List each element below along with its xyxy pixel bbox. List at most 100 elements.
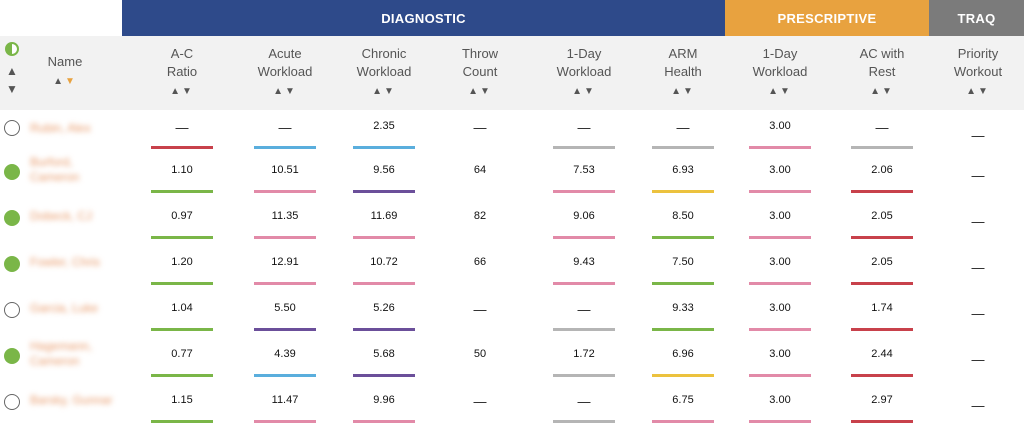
athlete-name[interactable]: Barsky, Gunnar (30, 393, 113, 407)
column-header-label: Ratio (166, 64, 198, 79)
column-header-arm[interactable]: ARM Health ▲▼ (633, 36, 733, 110)
cell-arm: 9.33 (672, 302, 694, 314)
active-status-icon[interactable] (4, 256, 20, 272)
sort-arrows-icon[interactable]: ▲▼ (671, 83, 695, 101)
cell-acute: 4.39 (274, 348, 296, 360)
column-header-day-diag[interactable]: 1-Day Workload ▲▼ (534, 36, 634, 110)
column-header-ac-ratio[interactable]: A-C Ratio ▲▼ (132, 36, 232, 110)
status-bar-ac-rest (851, 328, 913, 331)
diagnostic-banner: DIAGNOSTIC (122, 0, 725, 36)
athlete-name[interactable]: Burford, Cameron (30, 155, 80, 184)
column-header-day-pres[interactable]: 1-Day Workload ▲▼ (730, 36, 830, 110)
sort-desc-icon[interactable]: ▼ (480, 86, 492, 97)
athlete-name[interactable]: Fowler, Chris (30, 255, 101, 269)
table-row[interactable]: Barsky, Gunnar 1.15 11.47 9.96 — — 6.75 3.00 2.9… (0, 382, 1024, 428)
column-header-throw[interactable]: Throw Count ▲▼ (430, 36, 530, 110)
status-bar-chronic (353, 190, 415, 193)
cell-arm: 6.96 (672, 348, 694, 360)
cell-arm: 6.75 (672, 394, 694, 406)
column-header-label: 1-Day (762, 46, 798, 61)
column-header-label: AC with (859, 46, 905, 61)
status-bar-chronic (353, 328, 415, 331)
sort-arrows-icon[interactable]: ▲▼ (53, 73, 77, 91)
table-row[interactable]: Dobeck, CJ 0.97 11.35 11.69 82 9.06 8.50 3.00 2.… (0, 198, 1024, 244)
table-row[interactable]: Burford, Cameron 1.10 10.51 9.56 64 7.53 6.93 3… (0, 152, 1024, 198)
sort-desc-icon[interactable]: ▼ (683, 86, 695, 97)
sort-asc-icon[interactable]: ▲ (468, 86, 480, 97)
sort-desc-icon[interactable]: ▼ (384, 86, 396, 97)
sort-desc-icon[interactable]: ▼ (978, 86, 990, 97)
athlete-name[interactable]: Garcia, Luke (30, 301, 99, 315)
column-header-label: ARM (668, 46, 698, 61)
sort-arrows-icon[interactable]: ▲▼ (572, 83, 596, 101)
athlete-name[interactable]: Dobeck, CJ (30, 209, 93, 223)
status-bar-acute (254, 420, 316, 423)
sort-asc-icon[interactable]: ▲ (966, 86, 978, 97)
sort-up-icon[interactable]: ▲ (6, 64, 18, 78)
sort-desc-icon[interactable]: ▼ (182, 86, 194, 97)
sort-asc-icon[interactable]: ▲ (170, 86, 182, 97)
sort-desc-icon[interactable]: ▼ (65, 76, 77, 87)
column-header-acute[interactable]: Acute Workload ▲▼ (235, 36, 335, 110)
table-row[interactable]: Hagemann, Cameron 0.77 4.39 5.68 50 1.72 6.96 3… (0, 336, 1024, 382)
sort-asc-icon[interactable]: ▲ (572, 86, 584, 97)
column-header-label: Health (664, 64, 702, 79)
column-header-priority[interactable]: Priority Workout ▲▼ (928, 36, 1024, 110)
inactive-status-icon[interactable] (4, 120, 20, 136)
cell-day-diag: 1.72 (573, 348, 595, 360)
cell-priority: — (971, 260, 985, 275)
half-circle-toggle-icon[interactable] (5, 42, 19, 56)
status-bar-day-diag (553, 374, 615, 377)
cell-arm: 8.50 (672, 210, 694, 222)
table-row[interactable]: Garcia, Luke 1.04 5.50 5.26 — — 9.33 3.00 1.74 — (0, 290, 1024, 336)
sort-desc-icon[interactable]: ▼ (882, 86, 894, 97)
cell-priority: — (971, 214, 985, 229)
sort-desc-icon[interactable]: ▼ (285, 86, 297, 97)
sort-arrows-icon[interactable]: ▲▼ (170, 83, 194, 101)
cell-throw: 66 (473, 256, 487, 268)
status-bar-day-diag (553, 420, 615, 423)
status-bar-ac-rest (851, 282, 913, 285)
sort-down-icon[interactable]: ▼ (6, 82, 18, 96)
sort-asc-icon[interactable]: ▲ (870, 86, 882, 97)
status-bar-ac-ratio (151, 190, 213, 193)
active-status-icon[interactable] (4, 348, 20, 364)
column-header-chronic[interactable]: Chronic Workload ▲▼ (334, 36, 434, 110)
active-status-icon[interactable] (4, 164, 20, 180)
athlete-name[interactable]: Rubin, Alex (30, 121, 91, 135)
column-header-label: Workload (752, 64, 808, 79)
status-bar-acute (254, 190, 316, 193)
table-row[interactable]: Fowler, Chris 1.20 12.91 10.72 66 9.43 7.50 3.0… (0, 244, 1024, 290)
sort-asc-icon[interactable]: ▲ (768, 86, 780, 97)
sort-asc-icon[interactable]: ▲ (273, 86, 285, 97)
sort-desc-icon[interactable]: ▼ (780, 86, 792, 97)
column-header-label: Acute (268, 46, 302, 61)
sort-asc-icon[interactable]: ▲ (53, 76, 65, 87)
active-status-icon[interactable] (4, 210, 20, 226)
status-bar-ac-ratio (151, 374, 213, 377)
cell-ac-ratio: 1.10 (171, 164, 193, 176)
sort-asc-icon[interactable]: ▲ (372, 86, 384, 97)
sort-arrows-icon[interactable]: ▲▼ (966, 83, 990, 101)
sort-desc-icon[interactable]: ▼ (584, 86, 596, 97)
inactive-status-icon[interactable] (4, 302, 20, 318)
sort-asc-icon[interactable]: ▲ (671, 86, 683, 97)
cell-acute: 11.35 (271, 210, 299, 222)
sort-arrows-icon[interactable]: ▲▼ (870, 83, 894, 101)
column-header-name[interactable]: Name ▲▼ (15, 36, 115, 110)
cell-ac-ratio: — (175, 120, 189, 135)
table-row[interactable]: Rubin, Alex — — 2.35 — — — 3.00 — — (0, 112, 1024, 158)
status-bar-acute (254, 374, 316, 377)
athlete-name[interactable]: Hagemann, Cameron (30, 339, 93, 368)
status-bar-acute (254, 328, 316, 331)
sort-arrows-icon[interactable]: ▲▼ (273, 83, 297, 101)
sort-arrows-icon[interactable]: ▲▼ (372, 83, 396, 101)
cell-day-pres: 3.00 (769, 302, 791, 314)
status-bar-arm (652, 328, 714, 331)
cell-ac-ratio: 1.15 (171, 394, 193, 406)
sort-arrows-icon[interactable]: ▲▼ (768, 83, 792, 101)
cell-throw: — (473, 394, 487, 409)
sort-arrows-icon[interactable]: ▲▼ (468, 83, 492, 101)
inactive-status-icon[interactable] (4, 394, 20, 410)
column-header-ac-rest[interactable]: AC with Rest ▲▼ (832, 36, 932, 110)
